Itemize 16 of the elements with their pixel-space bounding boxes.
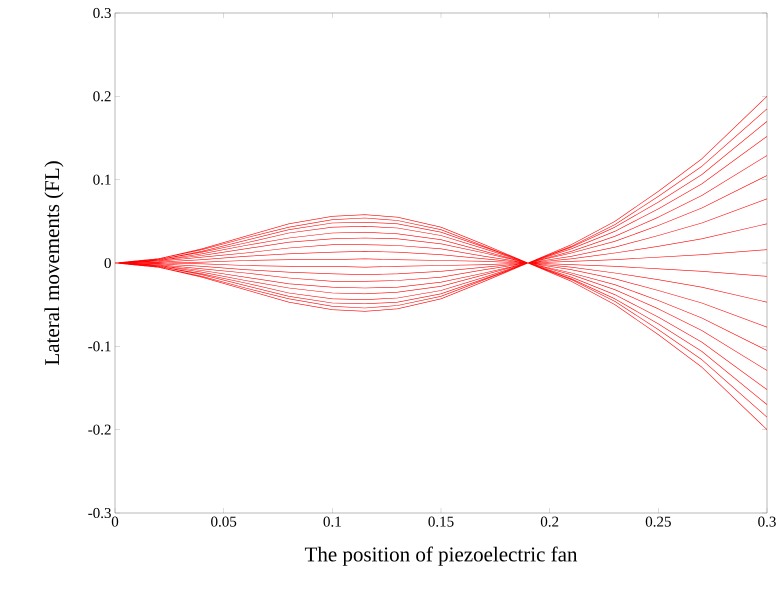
x-tick-label: 0.25 [646, 516, 671, 527]
x-tick-label: 0.2 [540, 516, 558, 527]
y-tick-label: -0.1 [88, 341, 111, 352]
y-tick-label: 0.1 [93, 174, 111, 185]
x-tick-label: 0.1 [324, 516, 341, 527]
y-tick-label: -0.2 [88, 424, 111, 435]
x-axis-title: The position of piezoelectric fan [304, 546, 578, 566]
y-tick-label: 0.2 [93, 91, 111, 102]
y-axis-title: Lateral movements (FL) [44, 161, 64, 366]
y-tick-label: 0.3 [93, 8, 111, 18]
x-tick-label: 0.05 [211, 516, 236, 527]
y-tick-label: -0.3 [88, 508, 111, 518]
x-tick-label: 0.15 [428, 516, 454, 527]
x-tick-label: 0 [112, 516, 118, 527]
x-tick-label: 0.3 [758, 516, 776, 527]
y-tick-label: 0 [104, 258, 111, 268]
